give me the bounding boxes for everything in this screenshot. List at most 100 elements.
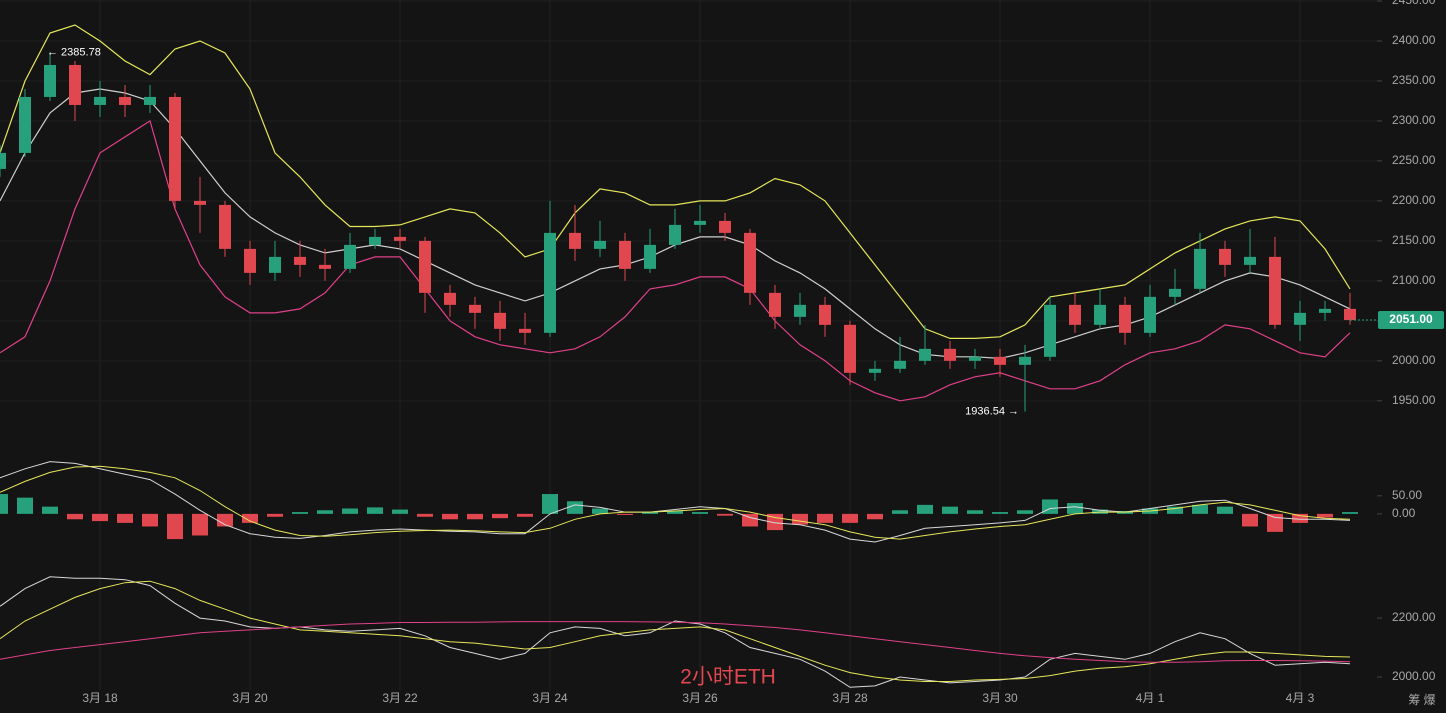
candle-body	[1069, 304, 1081, 325]
candle-body	[394, 236, 406, 241]
macd-bar	[1292, 513, 1308, 523]
macd-bar	[842, 513, 858, 523]
candle-body	[494, 312, 506, 329]
macd-bar	[917, 504, 933, 514]
macd-bar	[117, 513, 133, 523]
macd-bar	[617, 513, 633, 515]
candle-body	[119, 96, 131, 105]
macd-bar	[592, 508, 608, 514]
macd-bar	[717, 513, 733, 516]
candle-body	[594, 240, 606, 249]
macd-bar	[67, 513, 83, 520]
y-tick-label: 2350.00	[1392, 73, 1436, 87]
candle-body	[1244, 256, 1256, 265]
candle-body	[44, 64, 56, 97]
indicator-line	[0, 621, 1351, 663]
candle-body	[919, 348, 931, 361]
candle-body	[1144, 296, 1156, 333]
x-tick-label: 3月 26	[682, 691, 718, 705]
candle-body	[1269, 256, 1281, 325]
macd-bar	[1167, 506, 1183, 514]
macd-bar	[792, 513, 808, 525]
y-tick-label: 2450.00	[1392, 0, 1436, 7]
x-tick-label: 3月 28	[832, 691, 868, 705]
x-tick-label: 3月 18	[82, 691, 118, 705]
candle-body	[1094, 304, 1106, 325]
candle-body	[719, 220, 731, 233]
candle-body	[844, 324, 856, 373]
macd-bar	[867, 513, 883, 520]
y-tick-label: 2000.00	[1392, 353, 1436, 367]
macd-bar	[267, 513, 283, 517]
macd-bar	[1267, 513, 1283, 532]
candle-body	[319, 264, 331, 269]
macd-bar	[292, 512, 308, 514]
y-tick-label: 2000.00	[1392, 669, 1436, 683]
candle-body	[19, 96, 31, 153]
x-tick-label: 4月 3	[1286, 691, 1315, 705]
x-tick-label: 3月 24	[532, 691, 568, 705]
candle-body	[869, 368, 881, 373]
macd-bar	[1067, 503, 1083, 514]
candle-body	[219, 204, 231, 249]
candle-body	[294, 256, 306, 265]
candle-body	[794, 304, 806, 317]
macd-bar	[92, 513, 108, 522]
x-tick-label: 3月 20	[232, 691, 268, 705]
candle-body	[194, 200, 206, 205]
macd-bar	[1317, 513, 1333, 518]
y-tick-label: 50.00	[1392, 488, 1422, 502]
y-tick-label: 2250.00	[1392, 153, 1436, 167]
indicator-line	[0, 24, 1351, 339]
macd-bar	[417, 513, 433, 517]
candle-body	[619, 240, 631, 269]
macd-bar	[1017, 510, 1033, 514]
x-tick-label: 3月 22	[382, 691, 418, 705]
indicator-line	[0, 465, 1351, 540]
macd-bar	[817, 513, 833, 523]
macd-bar	[1217, 506, 1233, 514]
macd-bar	[192, 513, 208, 536]
macd-bar	[992, 512, 1008, 514]
macd-bar	[217, 513, 233, 527]
candle-body	[94, 96, 106, 105]
candle-body	[694, 220, 706, 225]
candle-body	[544, 232, 556, 333]
candle-body	[669, 224, 681, 245]
macd-bar	[1342, 512, 1358, 514]
candle-body	[1219, 248, 1231, 265]
macd-bar	[667, 510, 683, 514]
macd-bar	[42, 506, 58, 514]
x-tick-label: 3月 30	[982, 691, 1018, 705]
candle-body	[994, 356, 1006, 365]
corner-text: 筹 爆	[1408, 693, 1435, 707]
macd-bar	[517, 513, 533, 517]
y-tick-label: 0.00	[1392, 506, 1416, 520]
candle-body	[69, 64, 81, 105]
y-tick-label: 2300.00	[1392, 113, 1436, 127]
candle-body	[969, 356, 981, 361]
macd-bar	[942, 506, 958, 514]
macd-bar	[392, 509, 408, 514]
candle-body	[1019, 356, 1031, 365]
macd-bar	[442, 513, 458, 520]
candle-body	[1344, 308, 1356, 321]
candle-body	[644, 244, 656, 269]
macd-bar	[342, 508, 358, 514]
candle-body	[344, 244, 356, 269]
candle-body	[1319, 308, 1331, 313]
y-tick-label: 2100.00	[1392, 273, 1436, 287]
candle-body	[0, 152, 6, 169]
candle-body	[169, 96, 181, 201]
last-price-tag	[1378, 311, 1444, 330]
low-annotation: 1936.54 →	[965, 405, 1019, 417]
macd-bar	[692, 512, 708, 514]
macd-bar	[0, 494, 8, 514]
macd-bar	[142, 513, 158, 527]
candle-body	[769, 292, 781, 317]
x-tick-label: 4月 1	[1136, 691, 1165, 705]
macd-bar	[1242, 513, 1258, 527]
candle-body	[269, 256, 281, 273]
candle-body	[369, 236, 381, 245]
candle-body	[144, 96, 156, 105]
